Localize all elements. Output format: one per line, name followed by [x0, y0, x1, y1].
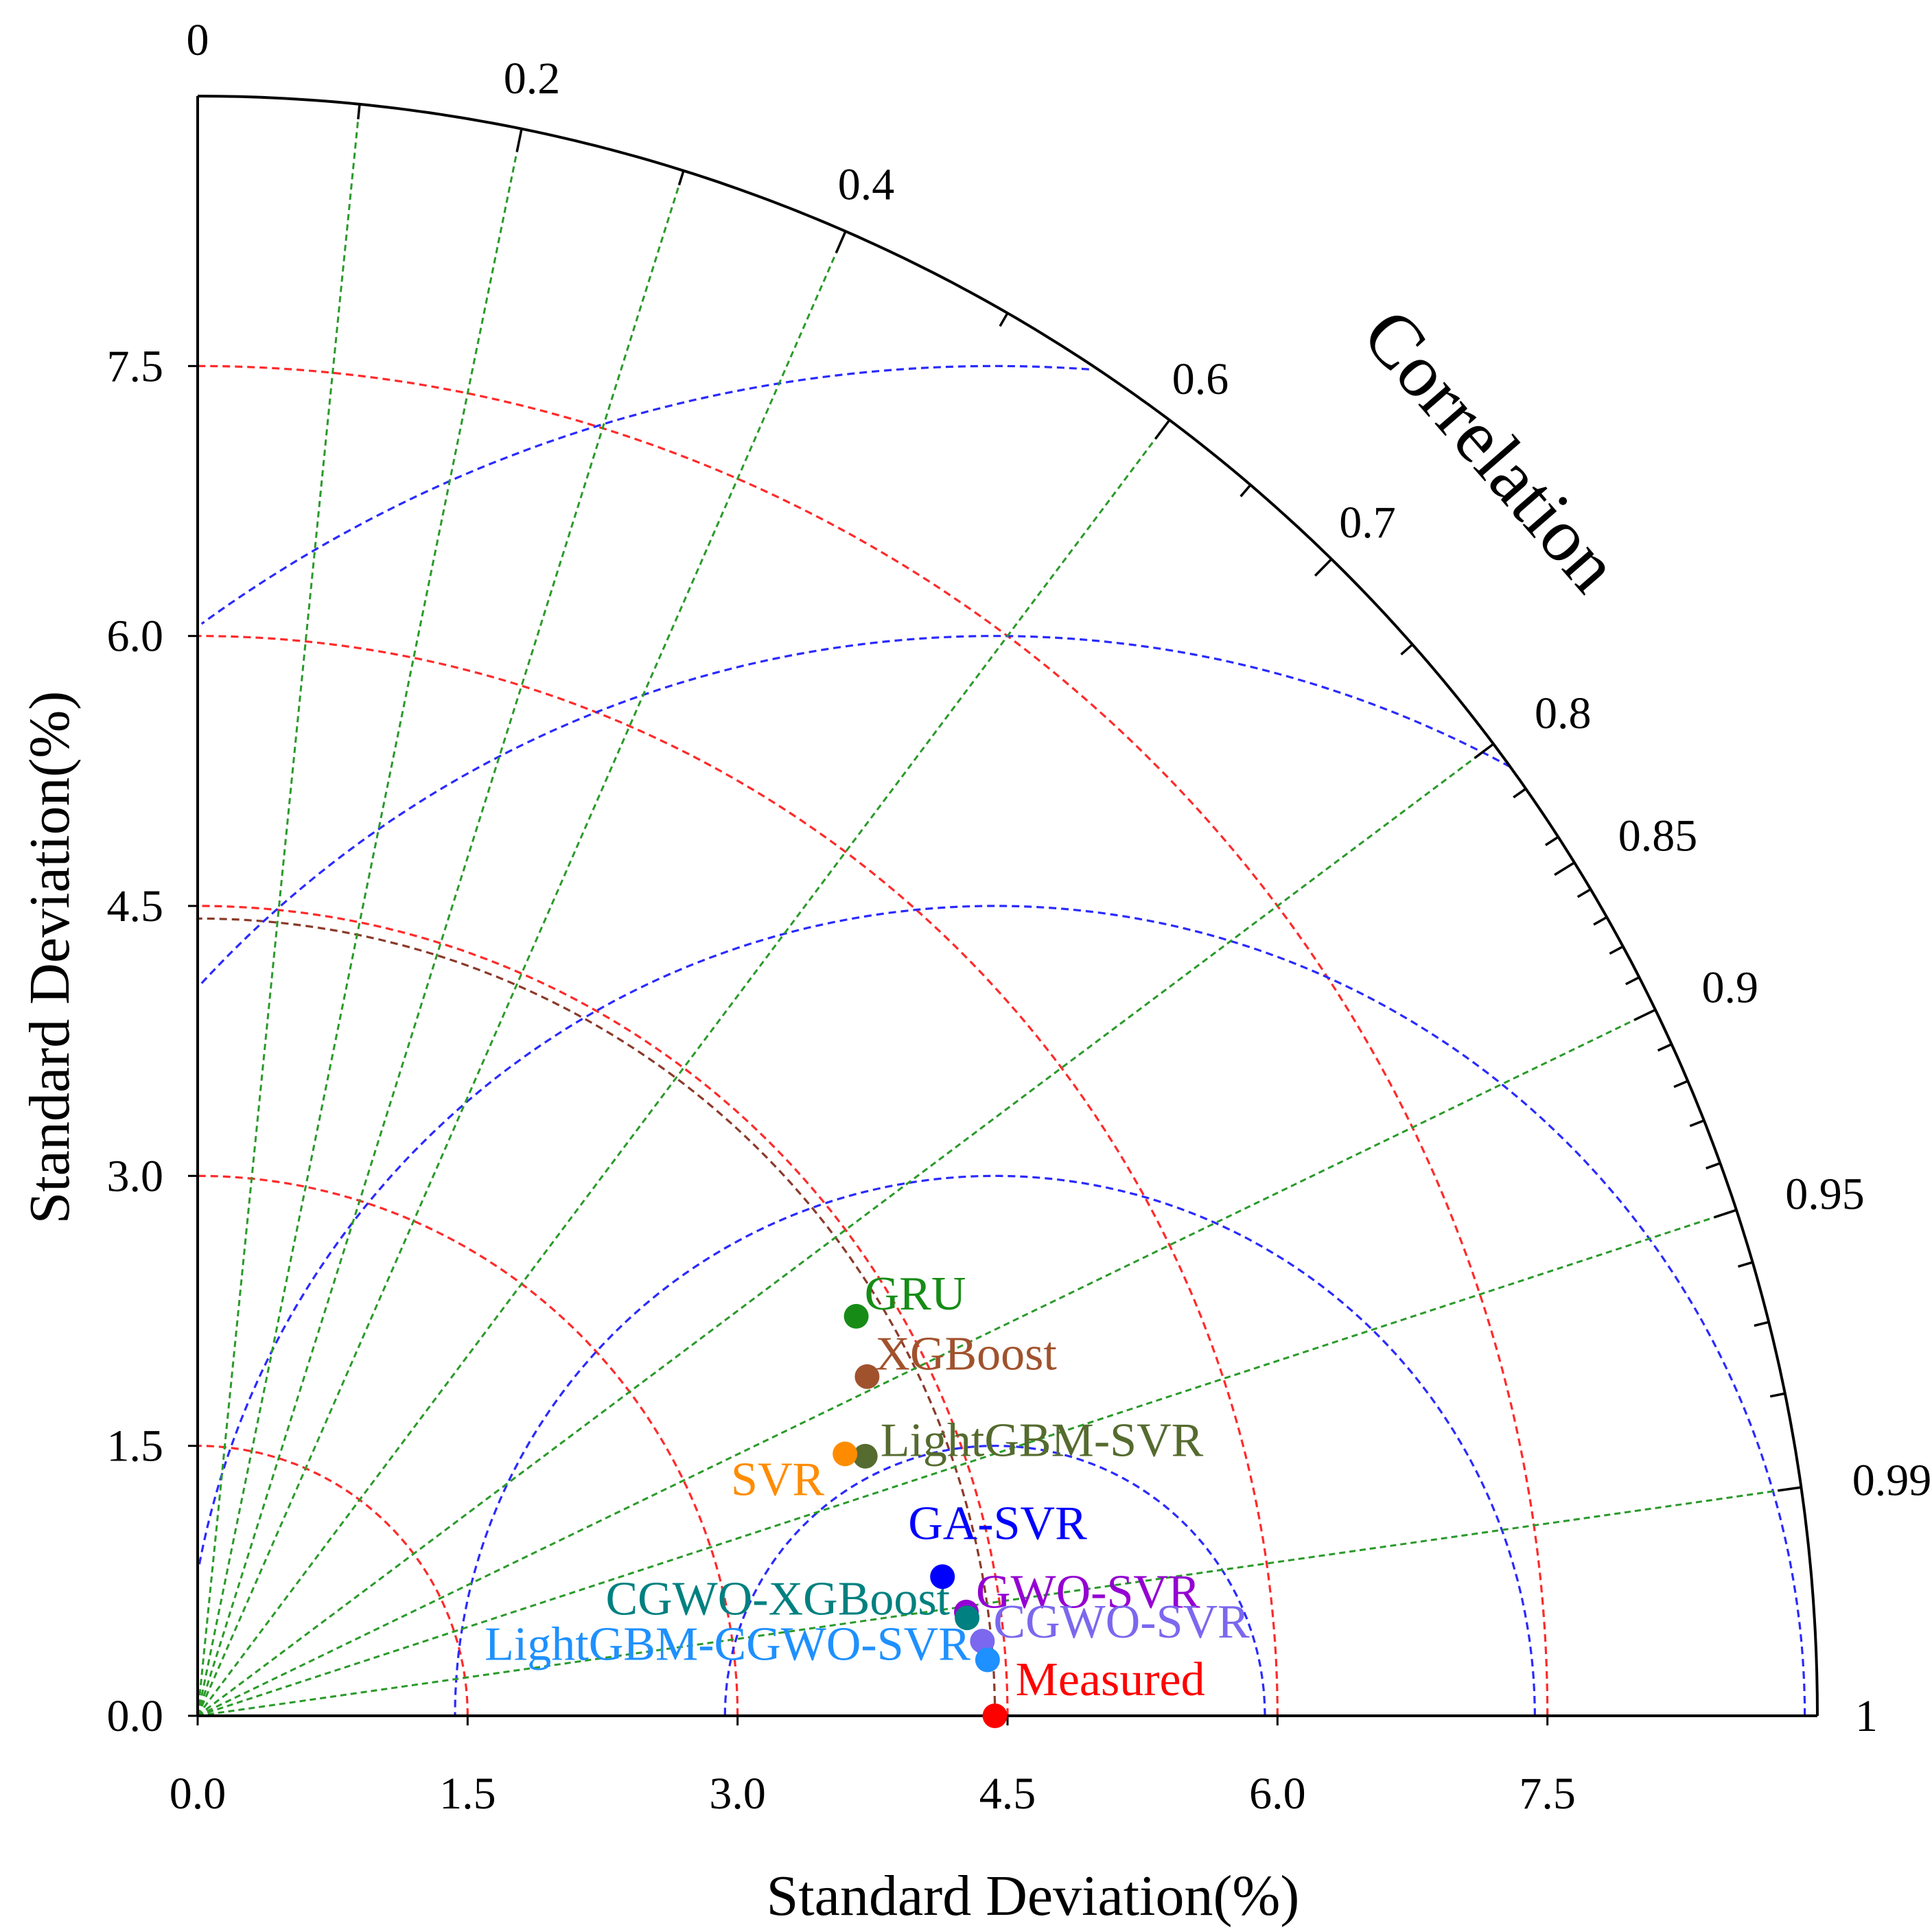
axis-layer: [188, 95, 1819, 1725]
label-svr: SVR: [731, 1453, 824, 1506]
correlation-minor-tick: [1400, 643, 1414, 655]
correlation-minor-tick: [1609, 945, 1624, 955]
correlation-minor-tick: [1544, 836, 1559, 846]
correlation-minor-tick: [1738, 1261, 1754, 1268]
point-svr: [833, 1441, 858, 1467]
label-layer: 0.00.0 1.5 1.5 3.0 3.0 4.5 4.5 6.0 6.0 7.5 7.5 0 0.2…: [107, 15, 1932, 1819]
correlation-major-tick: [835, 231, 847, 253]
y-tick-label: 4.5: [107, 881, 164, 931]
correlation-tick-label: 0.9: [1702, 963, 1759, 1013]
correlation-tick-label: 0.2: [504, 54, 561, 104]
correlation-title: Correlation: [1347, 293, 1636, 607]
correlation-minor-tick: [1513, 787, 1527, 799]
correlation-minor-tick: [357, 104, 361, 119]
correlation-line: [196, 419, 1171, 1716]
y-tick-label: 0.0: [107, 1691, 164, 1741]
std-arc: [198, 1445, 469, 1716]
correlation-major-tick: [1714, 1209, 1737, 1219]
y-tick-label: 6.0: [107, 612, 164, 662]
correlation-tick-label: 0.4: [838, 159, 895, 209]
correlation-minor-tick: [677, 170, 685, 186]
label-gwo-svr: GWO-SVR: [976, 1566, 1200, 1619]
correlation-major-tick: [515, 128, 523, 152]
correlation-minor-tick: [1576, 888, 1592, 898]
x-tick-label: 6.0: [1249, 1769, 1306, 1819]
label-cgwo-svr: CGWO-SVR: [993, 1596, 1250, 1649]
rms-arc: [723, 1445, 1266, 1716]
correlation-line: [196, 104, 361, 1716]
label-measured: Measured: [1016, 1653, 1205, 1706]
std-arc: [197, 364, 1549, 1716]
correlation-tick-label: 0.7: [1339, 498, 1396, 548]
correlation-tick-label: 0.85: [1618, 811, 1698, 861]
x-tick-label: 3.0: [709, 1769, 766, 1819]
y-axis-title: Standard Deviation(%): [18, 691, 82, 1224]
point-lightgbm-cgwo-svr: [975, 1647, 1000, 1673]
std-arc: [197, 1174, 739, 1716]
point-lightgbm-svr: [852, 1443, 878, 1469]
rms-arc: [454, 1174, 1536, 1716]
correlation-minor-tick: [1769, 1392, 1786, 1398]
outer-arc: [197, 95, 1819, 1716]
x-axis-title: Standard Deviation(%): [767, 1864, 1300, 1928]
x-tick-label: 4.5: [979, 1769, 1036, 1819]
y-tick-label: 7.5: [107, 341, 164, 391]
rms-arc: [197, 905, 1806, 1716]
correlation-line: [197, 743, 1494, 1717]
label-xgboost: XGBoost: [875, 1328, 1057, 1381]
correlation-line: [197, 1008, 1656, 1717]
point-gru: [843, 1303, 869, 1329]
point-cgwo-xgboost: [955, 1605, 980, 1631]
correlation-tick-label: 0.99: [1852, 1456, 1932, 1506]
rms-arc: [198, 635, 1511, 988]
correlation-line: [197, 1209, 1737, 1717]
point-cgwo-svr: [970, 1629, 995, 1654]
correlation-minor-tick: [1706, 1162, 1721, 1169]
reference-std-arc: [198, 917, 997, 1716]
point-measured: [982, 1703, 1008, 1728]
point-layer: [833, 1303, 1008, 1728]
correlation-tick-label: 0.95: [1785, 1169, 1865, 1220]
correlation-line: [196, 170, 685, 1716]
label-gru: GRU: [865, 1268, 966, 1320]
correlation-major-tick: [1778, 1486, 1802, 1492]
label-lightgbm-svr: LightGBM-SVR: [881, 1415, 1204, 1467]
correlation-major-tick: [1314, 558, 1333, 577]
correlation-tick-label: 1: [1855, 1691, 1878, 1741]
grid-layer: [196, 104, 1806, 1717]
correlation-minor-tick: [1657, 1043, 1673, 1052]
correlation-line: [196, 128, 523, 1716]
label-cgwo-xgboost: CGWO-XGBoost: [605, 1572, 950, 1625]
point-xgboost: [854, 1364, 880, 1389]
std-arc: [198, 905, 1009, 1716]
x-tick-label: 7.5: [1519, 1769, 1576, 1819]
correlation-minor-tick: [1689, 1119, 1705, 1128]
rms-arc: [200, 364, 1089, 625]
label-lightgbm-cgwo-svr: LightGBM-CGWO-SVR: [485, 1618, 970, 1671]
correlation-line: [196, 231, 847, 1716]
y-tick-label: 3.0: [107, 1151, 164, 1201]
correlation-minor-tick: [999, 312, 1009, 327]
correlation-minor-tick: [1239, 484, 1252, 498]
x-tick-label: 1.5: [439, 1769, 496, 1819]
correlation-tick-label: 0.8: [1535, 688, 1592, 738]
correlation-line: [197, 1486, 1802, 1717]
correlation-major-tick: [1474, 743, 1495, 759]
correlation-major-tick: [1154, 419, 1171, 440]
correlation-tick-label: 0.6: [1172, 354, 1229, 404]
correlation-major-tick: [1554, 861, 1575, 876]
label-ga-svr: GA-SVR: [908, 1497, 1087, 1550]
correlation-major-tick: [1633, 1008, 1656, 1021]
correlation-minor-tick: [1625, 976, 1640, 986]
correlation-minor-tick: [1754, 1320, 1769, 1327]
x-tick-label: 0.0: [170, 1769, 226, 1819]
point-ga-svr: [930, 1564, 955, 1590]
correlation-minor-tick: [1673, 1080, 1688, 1089]
std-arc: [198, 635, 1279, 1716]
correlation-minor-tick: [1593, 916, 1608, 926]
correlation-tick-label: 0: [187, 15, 209, 65]
y-tick-label: 1.5: [107, 1421, 164, 1471]
